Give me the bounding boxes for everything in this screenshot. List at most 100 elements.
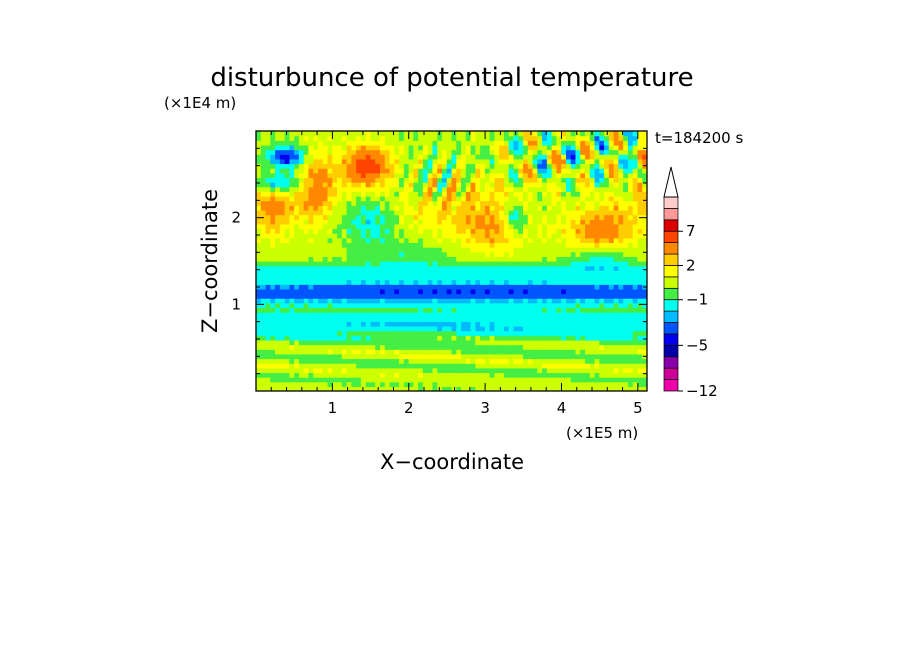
field-cell [551,265,557,271]
field-cell [446,265,453,271]
field-cell [289,233,295,239]
field-cell [565,191,572,197]
field-cell [317,321,324,327]
field-cell [494,377,500,383]
field-cell [265,191,271,197]
field-cell [346,256,352,262]
field-cell [537,223,543,230]
field-cell [351,191,357,197]
field-cell [604,158,610,165]
field-cell [604,154,610,160]
field-cell [256,298,262,304]
field-cell [451,316,457,322]
field-cell [461,237,467,244]
field-cell [470,237,476,244]
field-cell [599,377,605,383]
field-cell [289,261,295,267]
field-cell [532,298,538,304]
field-cell [327,349,333,355]
field-cell [532,219,538,225]
field-cell [322,330,329,336]
field-cell [346,321,352,327]
field-cell [537,214,543,220]
field-cell [365,186,372,192]
field-cell [399,321,405,327]
field-cell [446,140,453,146]
field-cell [317,163,324,169]
field-cell [337,321,343,327]
field-cell [289,321,295,327]
field-cell [456,298,462,304]
field-cell [451,284,457,290]
field-cell [508,200,515,206]
field-cell [298,196,305,202]
field-cell [589,223,596,230]
field-cell [599,131,605,137]
field-cell [270,131,276,137]
field-cell [484,344,491,350]
field-cell [346,154,352,160]
field-cell [294,177,300,183]
field-cell [542,140,548,146]
field-cell [632,214,639,220]
field-cell [351,293,357,299]
field-cell [384,335,391,341]
field-cell [351,214,357,220]
field-cell [351,186,357,192]
field-cell [546,353,553,360]
field-cell [317,214,324,220]
field-cell [441,182,448,188]
field-cell [303,158,310,165]
field-cell [503,219,510,225]
field-cell [608,349,615,355]
field-cell [537,200,543,206]
field-cell [370,140,376,146]
field-cell [499,279,505,285]
field-cell [475,135,481,141]
field-cell [446,196,453,202]
field-cell [594,191,600,197]
field-cell [375,237,381,244]
colorbar-swatch [663,322,679,335]
field-cell [422,154,429,160]
field-cell [618,330,624,336]
field-cell [356,312,362,318]
field-cell [360,182,367,188]
y-axis-ticks: 12 [231,147,647,375]
field-cell [437,326,443,332]
field-cell [389,172,395,179]
field-cell [484,135,491,141]
field-cell [332,363,338,369]
field-cell [413,200,419,206]
field-cell [375,330,381,336]
field-cell [537,182,543,188]
field-cell [561,349,567,355]
field-cell [399,144,405,151]
field-cell [618,131,624,137]
field-cell [427,131,434,137]
field-cell [561,163,567,169]
field-cell [256,168,262,174]
field-cell [518,205,524,211]
field-cell [575,154,581,160]
field-cell [279,233,286,239]
field-cell [527,381,534,387]
field-cell [508,377,515,383]
field-cell [594,237,600,244]
field-cell [627,321,634,327]
field-cell [465,186,472,192]
field-cell [437,381,443,387]
field-cell [275,237,281,244]
field-cell [480,270,486,276]
field-cell [260,149,267,155]
field-cell [565,242,572,248]
field-cell [260,274,267,281]
field-cell [418,358,424,364]
field-cell [265,247,271,253]
field-cell [356,251,362,257]
field-cell [432,144,438,151]
field-cell [594,177,600,183]
field-cell [594,182,600,188]
field-cell [313,349,319,355]
field-cell [346,298,352,304]
